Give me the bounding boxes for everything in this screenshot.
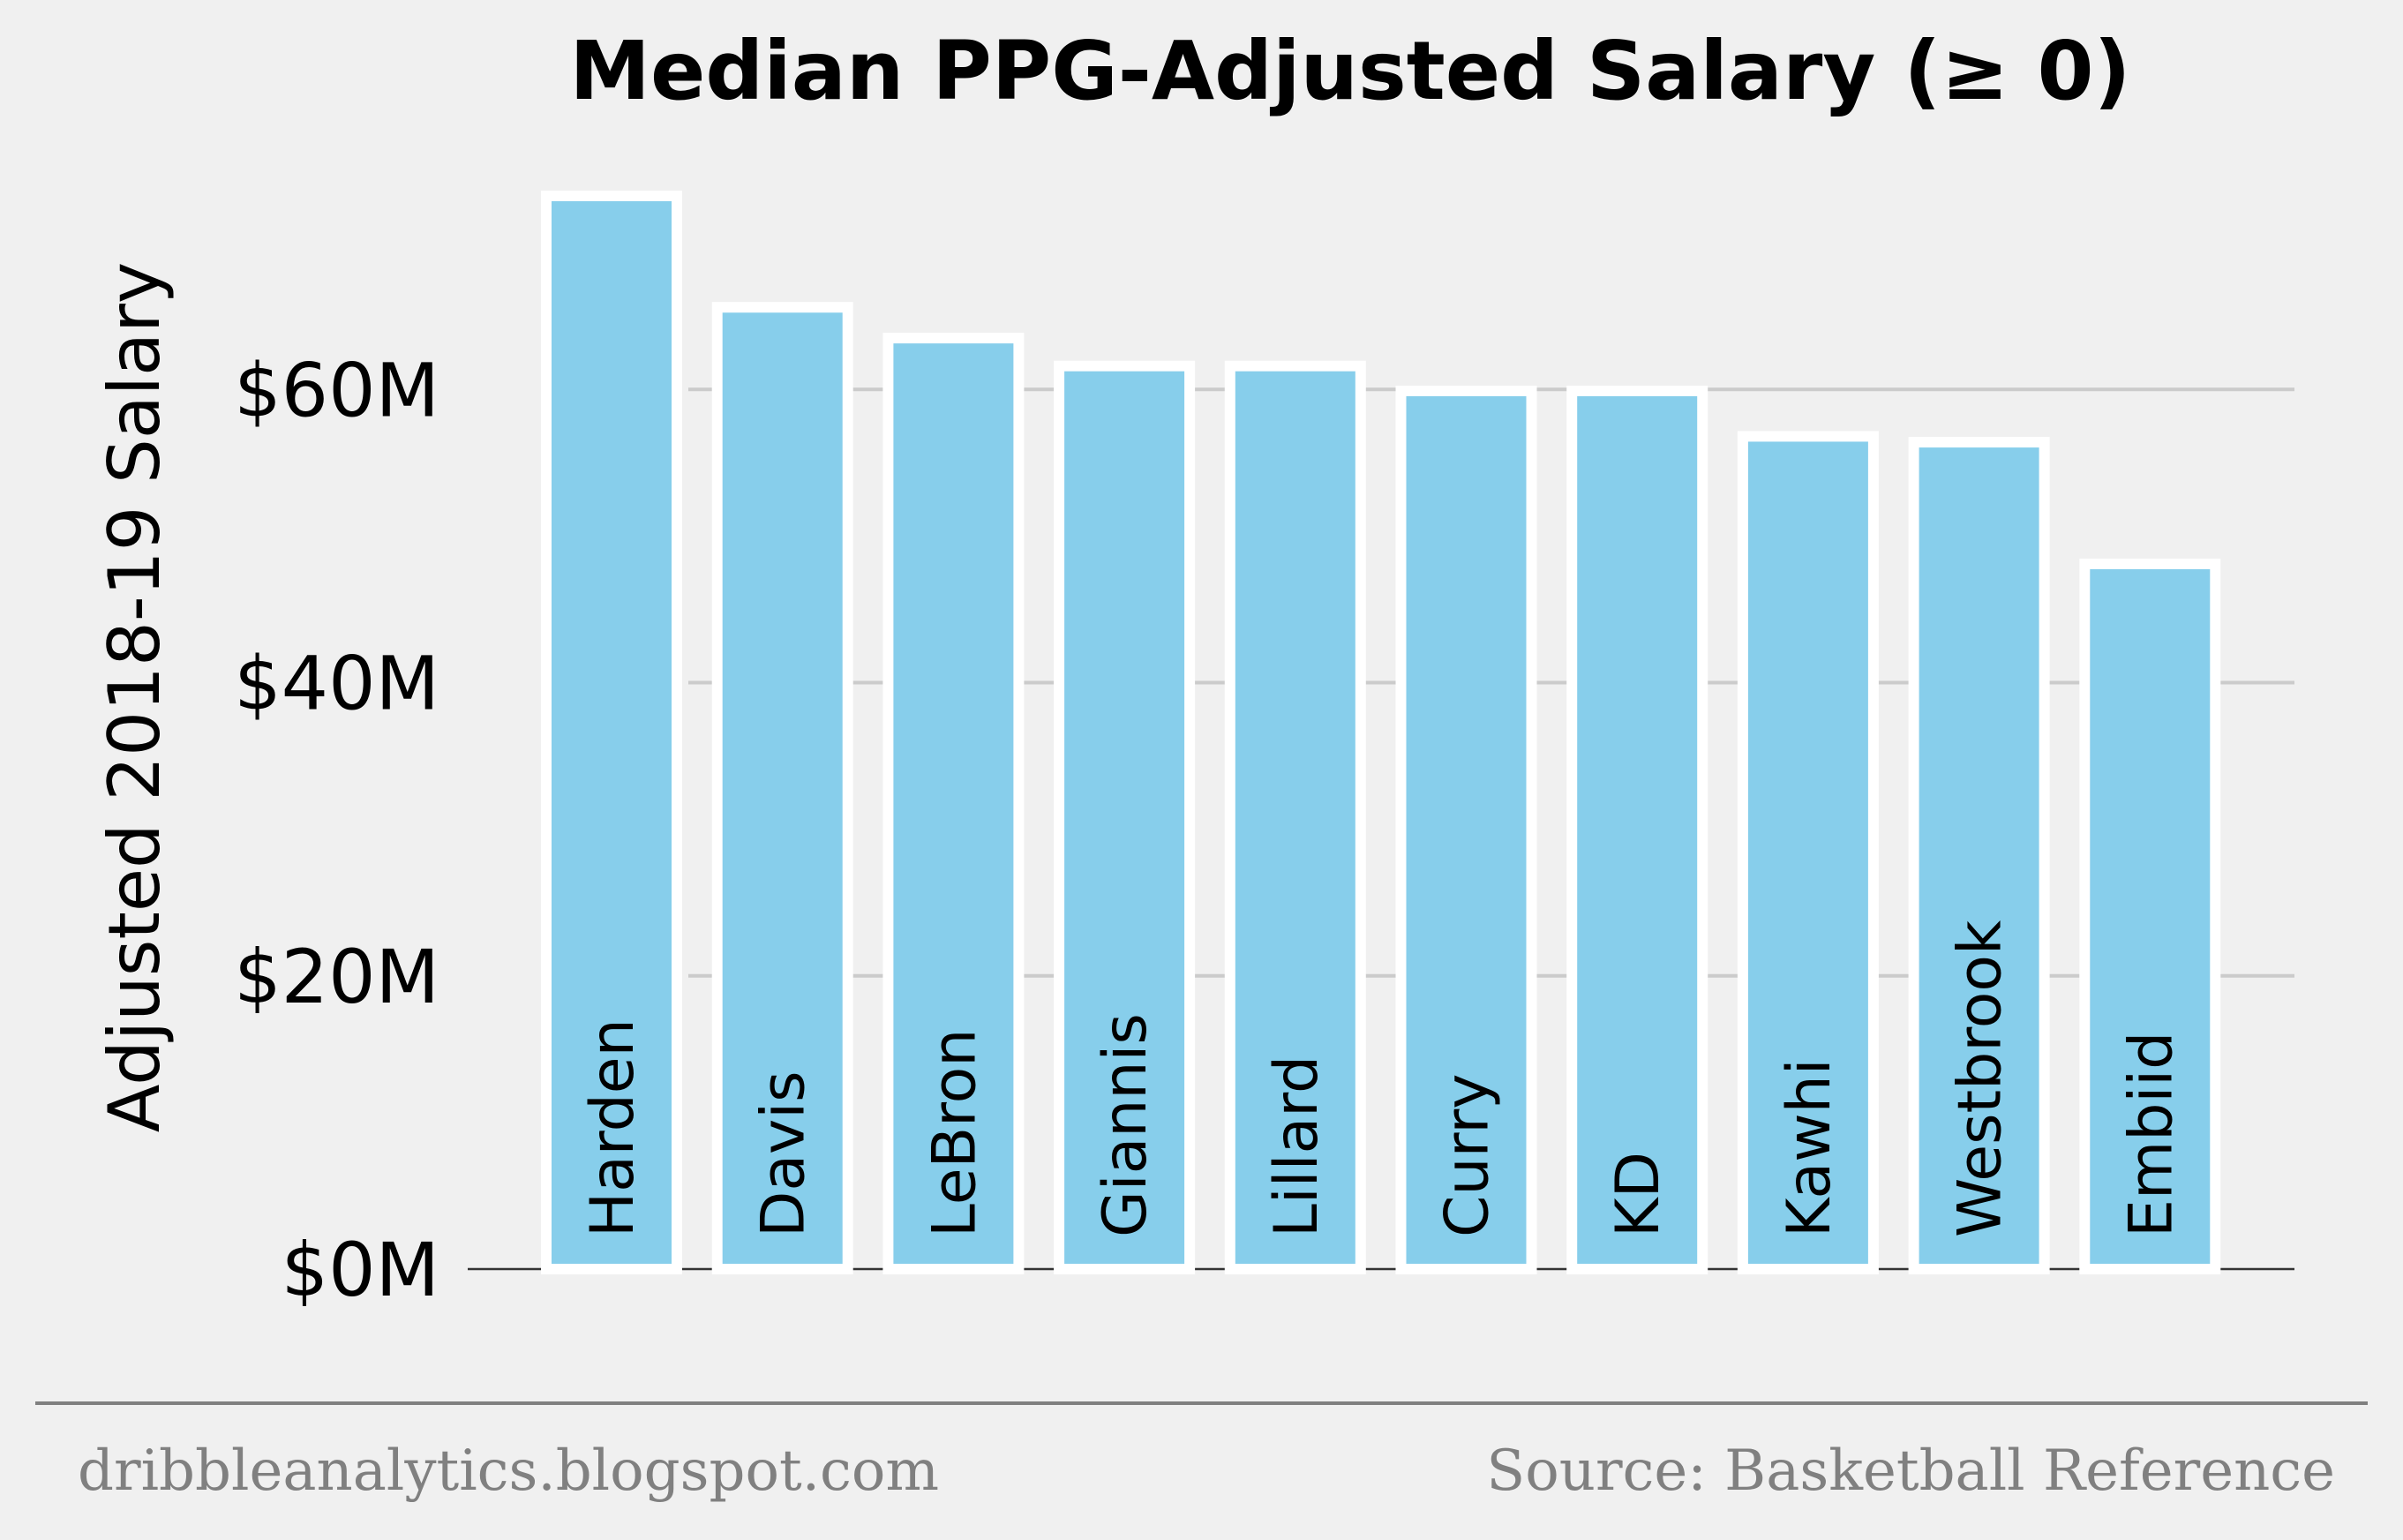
bar-label-kd: KD <box>1603 1152 1673 1237</box>
bar-kawhi <box>1737 431 1879 1275</box>
bar-embiid <box>2079 558 2221 1274</box>
y-tick-label: $0M <box>282 1227 439 1313</box>
bar-label-curry: Curry <box>1433 1073 1503 1237</box>
bar-label-embiid: Embiid <box>2116 1032 2186 1237</box>
bar-label-kawhi: Kawhi <box>1775 1058 1844 1237</box>
bar-harden <box>541 191 682 1274</box>
y-tick-label: $40M <box>234 641 439 727</box>
bar-label-giannis: Giannis <box>1091 1013 1160 1237</box>
bar-label-lillard: Lillard <box>1262 1055 1332 1237</box>
chart-title: Median PPG-Adjusted Salary (≥ 0) <box>569 24 2130 118</box>
bar-label-westbrook: Westbrook <box>1946 920 2016 1237</box>
bar-lillard <box>1224 360 1366 1274</box>
bar-lebron <box>882 333 1025 1275</box>
y-tick-label: $60M <box>234 347 439 433</box>
bar-davis <box>711 302 853 1275</box>
bar-kd <box>1566 385 1708 1274</box>
footer-left-text: dribbleanalytics.blogspot.com <box>78 1439 939 1504</box>
bar-label-lebron: LeBron <box>920 1029 989 1237</box>
y-axis-ticks: $0M $20M $40M $60M <box>234 347 439 1313</box>
y-axis-label: Adjusted 2018-19 Salary <box>94 262 176 1132</box>
bar-labels: Harden Davis LeBron Giannis Lillard Curry KD Ka… <box>578 920 2186 1237</box>
footer-right-text: Source: Basketball Reference <box>1486 1439 2335 1504</box>
bar-label-davis: Davis <box>749 1070 819 1237</box>
bars <box>541 191 2221 1275</box>
y-tick-label: $20M <box>234 934 439 1020</box>
bar-westbrook <box>1908 437 2050 1274</box>
bar-curry <box>1395 385 1537 1274</box>
bar-giannis <box>1054 360 1196 1274</box>
bar-label-harden: Harden <box>578 1018 648 1237</box>
